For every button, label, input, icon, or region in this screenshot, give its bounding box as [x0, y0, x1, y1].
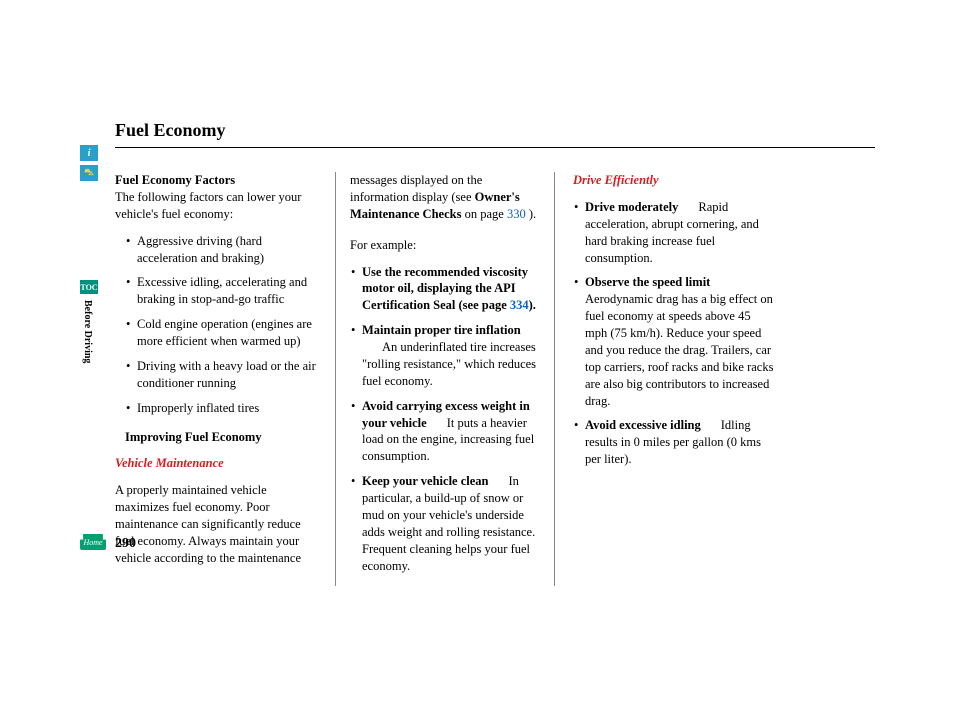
- column-3: Drive Efficiently Drive moderatelyRapid …: [555, 172, 775, 586]
- col2-b1-bold-b: ).: [529, 298, 536, 312]
- col1-heading-improving: Improving Fuel Economy: [125, 430, 262, 444]
- col2-b4-bold: Keep your vehicle clean: [362, 474, 488, 488]
- home-tab[interactable]: Home: [80, 534, 106, 550]
- list-item: Avoid carrying excess weight in your veh…: [350, 398, 540, 466]
- col2-b4-text: In particular, a build-up of snow or mud…: [362, 474, 535, 572]
- toc-tab[interactable]: TOC: [80, 280, 98, 294]
- col3-b1-bold: Drive moderately: [585, 200, 678, 214]
- col2-b1-bold-a: Use the recommended viscosity motor oil,…: [362, 265, 528, 313]
- list-item: Drive moderatelyRapid acceleration, abru…: [573, 199, 775, 267]
- sidebar-tabs: i ⛍: [80, 145, 98, 185]
- page-link-334[interactable]: 334: [510, 298, 529, 312]
- list-item: Avoid excessive idlingIdling results in …: [573, 417, 775, 468]
- col1-intro: The following factors can lower your veh…: [115, 190, 301, 221]
- list-item: Driving with a heavy load or the air con…: [125, 358, 317, 392]
- list-item: Observe the speed limit Aerodynamic drag …: [573, 274, 775, 409]
- col1-red-heading: Vehicle Maintenance: [115, 456, 224, 470]
- col3-b2-text: Aerodynamic drag has a big effect on fue…: [585, 292, 773, 407]
- list-item: Excessive idling, accelerating and braki…: [125, 274, 317, 308]
- page-link-330[interactable]: 330: [507, 207, 526, 221]
- col2-b2-bold: Maintain proper tire inflation: [362, 323, 521, 337]
- col3-red-heading: Drive Efficiently: [573, 173, 659, 187]
- list-item: Cold engine operation (engines are more …: [125, 316, 317, 350]
- page-content: Fuel Economy Fuel Economy Factors The fo…: [115, 120, 875, 586]
- list-item: Keep your vehicle cleanIn particular, a …: [350, 473, 540, 574]
- section-label: Before Driving: [82, 300, 93, 363]
- col2-bullets: Use the recommended viscosity motor oil,…: [350, 264, 540, 575]
- col3-b3-bold: Avoid excessive idling: [585, 418, 701, 432]
- col3-bullets: Drive moderatelyRapid acceleration, abru…: [573, 199, 775, 468]
- title-rule: [115, 147, 875, 148]
- col2-b2-text: An underinflated tire increases "rolling…: [362, 340, 536, 388]
- col2-cont-d: ).: [526, 207, 536, 221]
- col3-b2-bold: Observe the speed limit: [585, 275, 710, 289]
- list-item: Improperly inflated tires: [125, 400, 317, 417]
- column-2: messages displayed on the information di…: [335, 172, 555, 586]
- list-item: Maintain proper tire inflation An underin…: [350, 322, 540, 390]
- column-1: Fuel Economy Factors The following facto…: [115, 172, 335, 586]
- col2-cont-a: messages displayed on the information di…: [350, 173, 482, 204]
- page-title: Fuel Economy: [115, 120, 875, 141]
- list-item: Aggressive driving (hard acceleration an…: [125, 233, 317, 267]
- col1-bullets: Aggressive driving (hard acceleration an…: [115, 233, 317, 417]
- col2-cont-c: on page: [461, 207, 506, 221]
- list-item: Use the recommended viscosity motor oil,…: [350, 264, 540, 315]
- col1-heading-factors: Fuel Economy Factors: [115, 173, 235, 187]
- info-tab[interactable]: i: [80, 145, 98, 161]
- car-tab[interactable]: ⛍: [80, 165, 98, 181]
- col2-for-example: For example:: [350, 238, 416, 252]
- columns: Fuel Economy Factors The following facto…: [115, 172, 875, 586]
- col1-maintenance-text: A properly maintained vehicle maximizes …: [115, 483, 301, 565]
